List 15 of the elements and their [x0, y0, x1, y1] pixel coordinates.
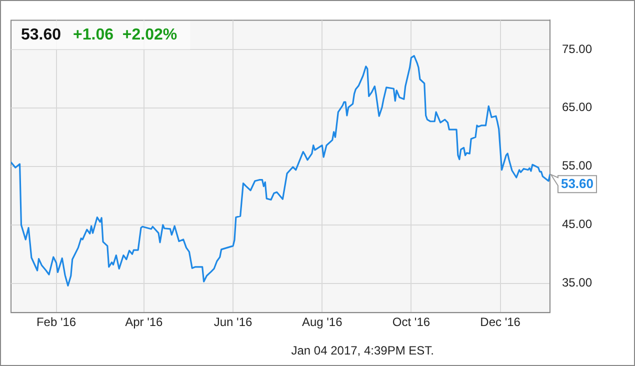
y-tick-label: 45.00: [562, 217, 592, 232]
chart-subtitle: +1.06 +2.02%: [73, 26, 178, 44]
chart-title: 53.60: [21, 26, 62, 44]
y-tick-label: 35.00: [562, 276, 592, 290]
y-tick-label: 75.00: [562, 42, 592, 56]
x-tick-label: Apr '16: [125, 315, 164, 330]
x-tick-label: Aug '16: [302, 315, 343, 330]
annotation: 53.60: [560, 176, 594, 192]
x-tick-label: Oct '16: [392, 315, 430, 330]
x-tick-label: Jun '16: [214, 315, 252, 330]
y-tick-label: 55.00: [562, 158, 592, 173]
text: Jan 04 2017, 4:39PM EST.: [291, 343, 434, 358]
x-tick-label: Feb '16: [36, 315, 76, 330]
x-tick-label: Dec '16: [480, 315, 521, 330]
y-tick-label: 65.00: [562, 100, 592, 114]
